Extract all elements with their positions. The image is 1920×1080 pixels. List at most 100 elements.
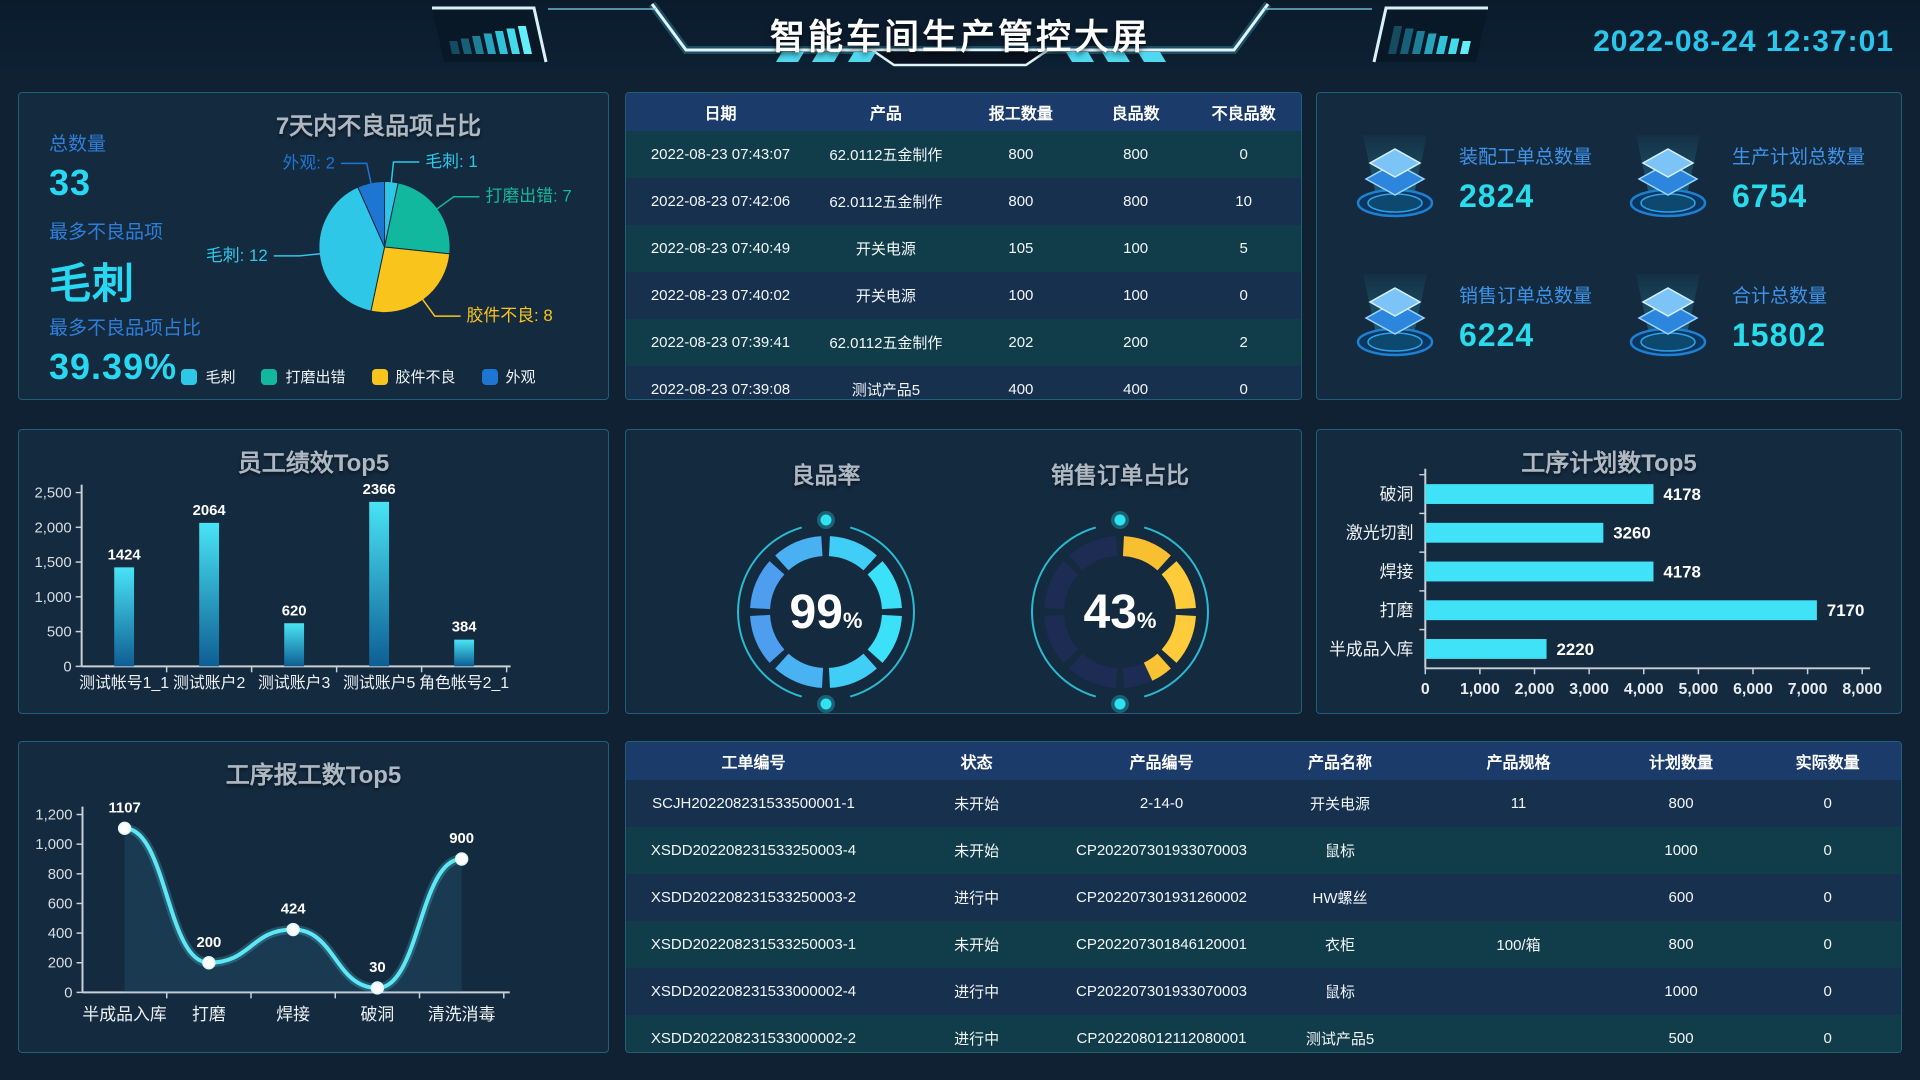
table-cell: XSDD202208231533000002-4 (626, 968, 881, 1015)
table-cell: SCJH202208231533500001-1 (626, 780, 881, 827)
panel-process-report: 工序报工数Top5 0 200 400 600 800 1,000 1,200 1107 半成品… (18, 741, 609, 1053)
svg-text:打磨: 打磨 (192, 1005, 226, 1024)
layers-icon (1347, 131, 1443, 227)
table-cell: 2022-08-23 07:40:02 (626, 272, 815, 319)
svg-text:8,000: 8,000 (1842, 681, 1882, 698)
svg-text:1,200: 1,200 (35, 808, 72, 824)
header-decoration (432, 1, 1488, 67)
table-cell: 鼠标 (1250, 968, 1430, 1015)
table-cell: 0 (1754, 827, 1901, 874)
stat-value: 33 (49, 162, 92, 203)
svg-text:测试账户2: 测试账户2 (173, 674, 246, 692)
table-cell: 62.0112五金制作 (815, 319, 957, 366)
table-cell: CP202207301933070003 (1072, 968, 1251, 1015)
svg-text:424: 424 (281, 902, 307, 918)
table-cell: XSDD202208231533000002-2 (626, 1015, 881, 1052)
table-cell: 开关电源 (1250, 780, 1430, 827)
svg-text:测试帐号1_1: 测试帐号1_1 (79, 674, 169, 692)
svg-text:1,000: 1,000 (1460, 681, 1500, 698)
table-cell: 开关电源 (815, 272, 957, 319)
svg-text:2,000: 2,000 (1515, 681, 1555, 698)
panel-process-plan: 工序计划数Top5 0 1,000 2,000 3,000 4,000 5,000 6,00… (1316, 429, 1902, 714)
panel-defect-summary: 7天内不良品项占比 总数量 33 最多不良品项 毛刺 最多不良品项占比 39.3… (18, 92, 609, 400)
svg-text:毛刺: 12: 毛刺: 12 (206, 246, 268, 265)
svg-text:99%: 99% (790, 586, 863, 639)
process-report-line-chart: 0 200 400 600 800 1,000 1,200 1107 半成品入库 200 打磨 424… (35, 800, 510, 1024)
legend-swatch (261, 368, 278, 385)
table-row: 2022-08-23 07:39:41 62.0112五金制作 202 200 2 (626, 319, 1301, 366)
card-label: 合计总数量 (1732, 286, 1828, 307)
stat-card-production-plans: 生产计划总数量 6754 (1620, 109, 1893, 248)
svg-text:3,000: 3,000 (1569, 681, 1609, 698)
panel-gauges: 良品率 销售订单占比 99% 43% (625, 429, 1302, 714)
clock: 2022-08-24 12:37:01 (1593, 25, 1894, 58)
table-cell: 未开始 (881, 921, 1073, 968)
legend-item: 胶件不良 (371, 366, 456, 387)
table-row: 2022-08-23 07:39:08 测试产品5 400 400 0 (626, 366, 1301, 399)
panel-production-report: 日期 产品 报工数量 良品数 不良品数 2022-08-23 07:43:07 62.011… (625, 92, 1302, 400)
legend-swatch (371, 368, 388, 385)
table-cell: 2022-08-23 07:42:06 (626, 178, 815, 225)
table-cell: 100 (1085, 272, 1187, 319)
column-header: 日期 (626, 93, 815, 131)
table-cell: 测试产品5 (815, 366, 957, 399)
production-report-table: 日期 产品 报工数量 良品数 不良品数 2022-08-23 07:43:07 62.011… (626, 93, 1301, 399)
svg-text:2366: 2366 (363, 482, 396, 498)
table-row: 2022-08-23 07:43:07 62.0112五金制作 800 800 0 (626, 131, 1301, 178)
svg-text:5,000: 5,000 (1679, 681, 1719, 698)
stat-card-sales-orders: 销售订单总数量 6224 (1347, 248, 1620, 387)
table-cell: 开关电源 (815, 225, 957, 272)
table-cell: 400 (956, 366, 1085, 399)
data-table: 日期 产品 报工数量 良品数 不良品数 2022-08-23 07:43:07 62.011… (626, 93, 1301, 399)
stat-top-defect-ratio: 最多不良品项占比 39.39% (49, 313, 201, 388)
stat-label: 总数量 (49, 134, 107, 155)
svg-text:500: 500 (47, 625, 72, 641)
column-header: 计划数量 (1607, 742, 1755, 780)
svg-text:400: 400 (48, 926, 73, 942)
table-cell: 11 (1429, 780, 1608, 827)
table-header-row: 工单编号 状态 产品编号 产品名称 产品规格 计划数量 实际数量 (626, 742, 1901, 780)
svg-text:测试账户5: 测试账户5 (343, 674, 416, 692)
column-header: 报工数量 (956, 93, 1085, 131)
legend-swatch (481, 368, 498, 385)
table-cell: 0 (1754, 921, 1901, 968)
table-cell: 400 (1085, 366, 1187, 399)
svg-text:毛刺: 1: 毛刺: 1 (425, 152, 478, 171)
table-cell: 105 (956, 225, 1085, 272)
panel-title: 7天内不良品项占比 (275, 113, 482, 140)
table-cell (1429, 968, 1608, 1015)
gauge-title: 销售订单占比 (1051, 462, 1189, 488)
card-label: 生产计划总数量 (1732, 147, 1866, 168)
card-value: 6754 (1732, 178, 1808, 214)
svg-text:半成品入库: 半成品入库 (82, 1005, 167, 1024)
table-cell: 2022-08-23 07:40:49 (626, 225, 815, 272)
svg-text:1,000: 1,000 (34, 590, 71, 606)
card-value: 2824 (1459, 178, 1535, 214)
svg-text:1424: 1424 (108, 547, 142, 563)
column-header: 工单编号 (626, 742, 881, 780)
svg-text:30: 30 (369, 960, 386, 976)
table-cell: CP202207301933070003 (1072, 827, 1251, 874)
table-row: 2022-08-23 07:40:49 开关电源 105 100 5 (626, 225, 1301, 272)
table-cell: 2022-08-23 07:39:41 (626, 319, 815, 366)
legend-item: 打磨出错 (261, 366, 346, 387)
svg-text:1107: 1107 (108, 800, 140, 816)
svg-text:6,000: 6,000 (1733, 681, 1773, 698)
table-cell: 0 (1754, 968, 1901, 1015)
svg-text:打磨: 打磨 (1380, 601, 1414, 620)
table-cell: 进行中 (881, 968, 1073, 1015)
stat-card-assembly-orders: 装配工单总数量 2824 (1347, 109, 1620, 248)
table-cell: 800 (956, 178, 1085, 225)
column-header: 产品 (815, 93, 957, 131)
card-value: 15802 (1732, 317, 1826, 353)
column-header: 产品名称 (1250, 742, 1430, 780)
stat-value: 毛刺 (49, 260, 136, 307)
table-row: XSDD202208231533250003-2 进行中 CP20220730193… (626, 874, 1901, 921)
stat-value: 39.39% (49, 346, 178, 387)
svg-text:半成品入库: 半成品入库 (1329, 640, 1414, 659)
column-header: 产品编号 (1072, 742, 1251, 780)
column-header: 实际数量 (1754, 742, 1901, 780)
legend-swatch (181, 368, 198, 385)
table-cell: 进行中 (881, 1015, 1073, 1052)
table-cell: 600 (1607, 874, 1755, 921)
